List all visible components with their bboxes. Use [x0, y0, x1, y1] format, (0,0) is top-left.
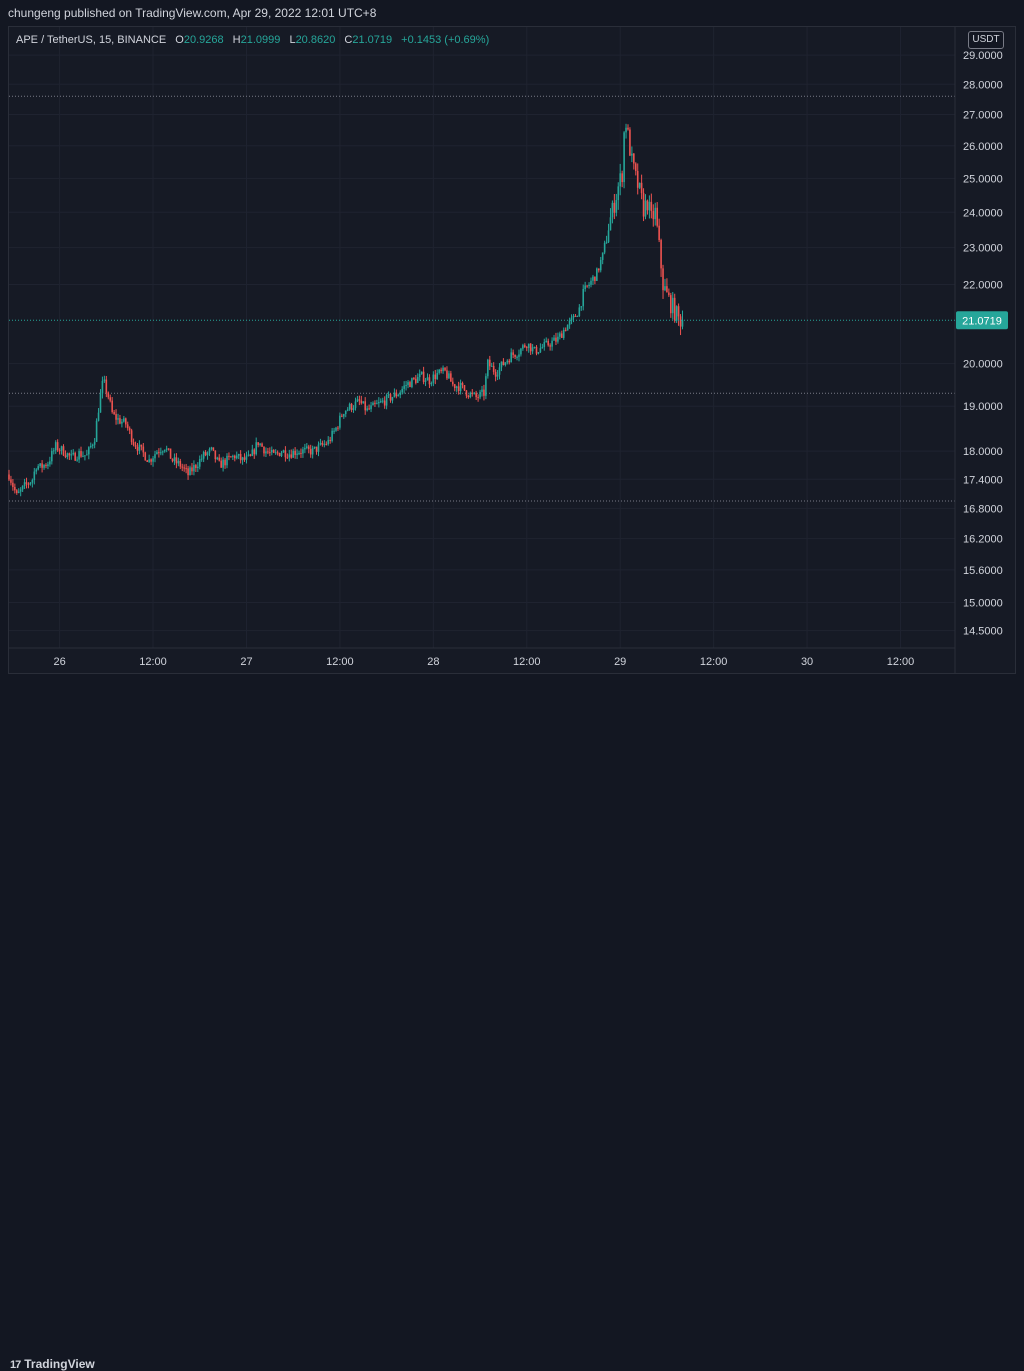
symbol-label[interactable]: APE / TetherUS, 15, BINANCE — [16, 34, 167, 46]
close-label: C — [344, 34, 353, 46]
ohlc-legend: APE / TetherUS, 15, BINANCE O20.9268 H21… — [16, 34, 489, 46]
close-value: 21.0719 — [352, 34, 393, 46]
publish-info: chungeng published on TradingView.com, A… — [8, 6, 377, 20]
currency-unit-button[interactable]: USDT — [968, 31, 1004, 49]
high-label: H — [232, 34, 241, 46]
tradingview-logo[interactable]: 17 TradingView — [10, 1357, 95, 1371]
low-value: 20.8620 — [295, 34, 336, 46]
open-value: 20.9268 — [183, 34, 224, 46]
change-value: +0.1453 (+0.69%) — [401, 34, 490, 46]
logo-text: TradingView — [24, 1357, 95, 1371]
publish-bar: chungeng published on TradingView.com, A… — [0, 0, 1024, 26]
chart-pane[interactable] — [8, 26, 1016, 674]
high-value: 21.0999 — [240, 34, 281, 46]
footer-bar: 17 TradingView — [0, 674, 1024, 1371]
open-label: O — [175, 34, 184, 46]
low-label: L — [289, 34, 296, 46]
tradingview-logo-icon: 17 — [10, 1359, 21, 1371]
